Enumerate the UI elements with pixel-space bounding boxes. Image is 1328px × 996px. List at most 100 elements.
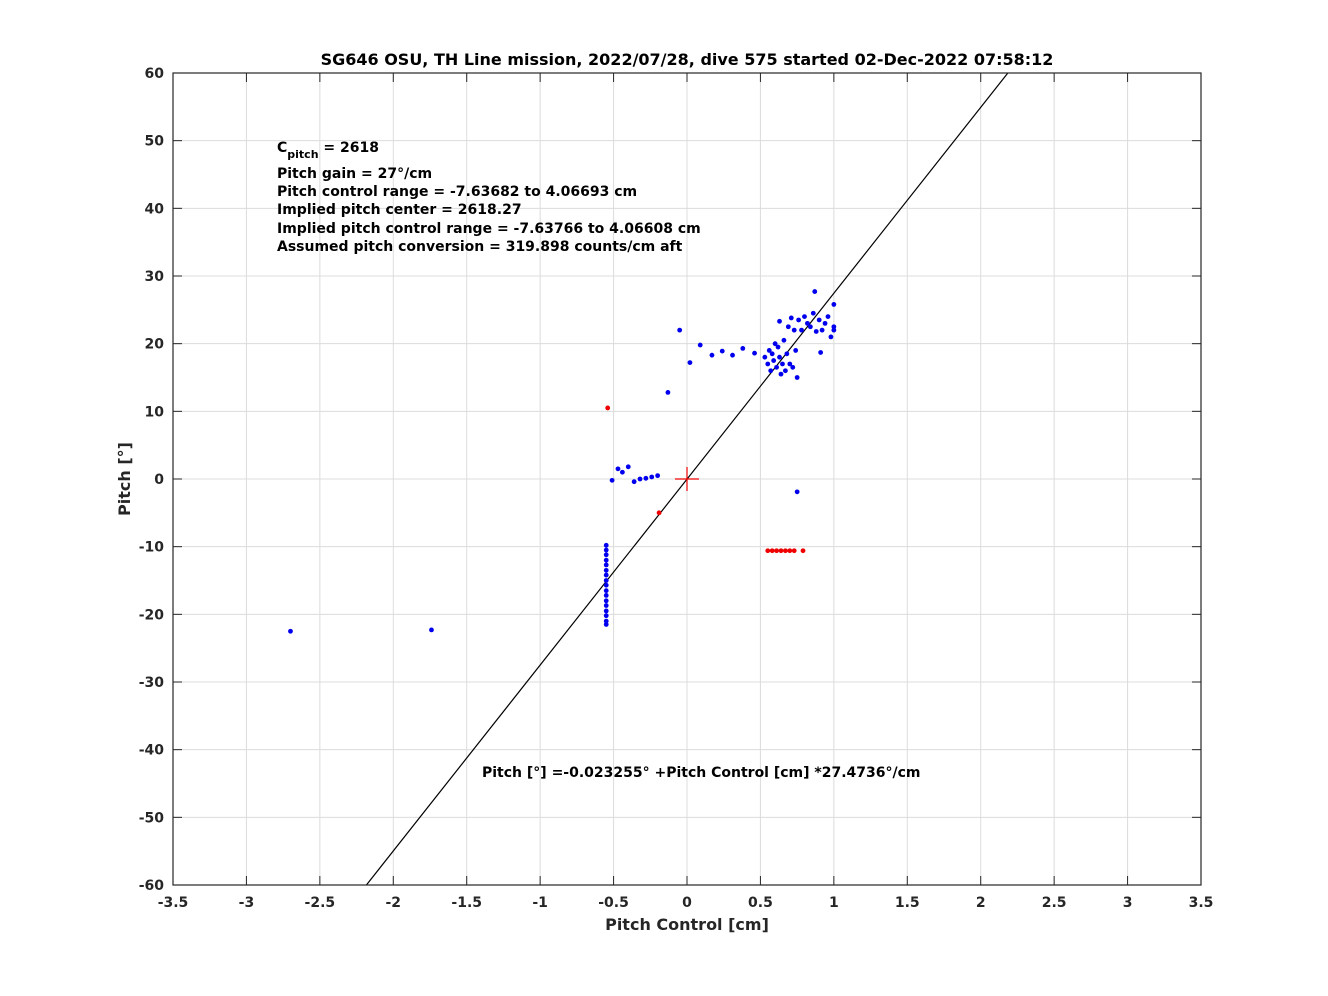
- pitch-conversion-annotation: Assumed pitch conversion = 319.898 count…: [277, 239, 683, 255]
- y-tick-label: 20: [145, 337, 165, 353]
- data-point: [603, 567, 609, 573]
- x-tick-label: 3.5: [1189, 895, 1214, 911]
- data-point: [816, 317, 822, 323]
- x-tick-label: 1: [829, 895, 839, 911]
- center-marker: [675, 467, 699, 491]
- data-point: [805, 320, 810, 326]
- x-tick-label: -2.5: [305, 895, 336, 911]
- pitch-gain-annotation: Pitch gain = 27°/cm: [277, 166, 432, 182]
- annotation-block: Cpitch = 2618 Pitch gain = 27°/cm Pitch …: [277, 140, 701, 255]
- data-point: [831, 302, 837, 307]
- data-point: [603, 582, 609, 588]
- excluded-point: [787, 548, 793, 554]
- data-point: [810, 310, 816, 316]
- x-tick-label: 2: [976, 895, 986, 911]
- data-point: [752, 350, 757, 356]
- data-point: [730, 352, 735, 358]
- data-points: [288, 289, 837, 634]
- data-point: [781, 337, 787, 343]
- x-tick-label: 2.5: [1042, 895, 1067, 911]
- data-point: [603, 608, 609, 614]
- y-tick-label: -60: [139, 878, 165, 894]
- data-point: [766, 348, 772, 353]
- data-point: [777, 354, 782, 360]
- data-point: [765, 361, 771, 367]
- data-point: [762, 354, 768, 360]
- data-point: [802, 314, 807, 319]
- implied-pitch-center-annotation: Implied pitch center = 2618.27: [277, 202, 522, 218]
- data-point: [609, 477, 615, 483]
- data-point: [831, 327, 837, 333]
- data-point: [603, 562, 609, 568]
- x-tick-label: 0.5: [748, 895, 773, 911]
- data-point: [665, 389, 671, 395]
- c-pitch-value: = 2618: [319, 140, 379, 156]
- excluded-point: [656, 510, 662, 516]
- data-point: [822, 320, 828, 326]
- data-point: [709, 352, 715, 358]
- implied-pitch-range-annotation: Implied pitch control range = -7.63766 t…: [277, 221, 701, 237]
- regression-equation: Pitch [°] =-0.023255° +Pitch Control [cm…: [482, 765, 921, 781]
- excluded-point: [605, 405, 611, 411]
- y-tick-label: -30: [139, 675, 165, 691]
- y-tick-label: 30: [145, 269, 165, 285]
- data-point: [603, 603, 609, 608]
- data-point: [603, 618, 609, 624]
- y-tick-label: -40: [139, 743, 165, 759]
- data-point: [603, 547, 609, 553]
- y-tick-label: -20: [139, 607, 165, 623]
- y-tick-label: -10: [139, 540, 165, 556]
- c-pitch-symbol: C: [277, 140, 287, 156]
- data-point: [619, 469, 625, 475]
- data-point: [719, 348, 725, 354]
- data-point: [831, 324, 837, 330]
- data-point: [768, 368, 774, 374]
- data-point: [813, 329, 819, 334]
- c-pitch-subscript: pitch: [287, 148, 318, 161]
- y-axis-label: Pitch [°]: [115, 442, 134, 516]
- data-point: [772, 341, 778, 347]
- x-axis-label: Pitch Control [cm]: [605, 915, 769, 934]
- data-point: [603, 613, 609, 619]
- x-tick-label: -0.5: [598, 895, 629, 911]
- y-tick-label: 10: [145, 404, 165, 420]
- x-tick-label: 0: [682, 895, 692, 911]
- y-tick-labels: 60 50 40 30 20 10 0 -10 -20 -30 -40 -50 -60: [139, 66, 165, 894]
- data-point: [771, 358, 777, 363]
- excluded-point: [769, 548, 775, 554]
- x-tick-label: -3.5: [158, 895, 189, 911]
- data-point: [787, 361, 793, 367]
- excluded-point: [774, 548, 779, 554]
- excluded-point: [800, 548, 806, 554]
- tick-marks: [172, 72, 1202, 886]
- y-tick-label: -50: [139, 810, 165, 826]
- data-point: [793, 348, 799, 353]
- data-point: [603, 578, 609, 583]
- data-point: [778, 371, 784, 377]
- x-tick-label: -2: [386, 895, 402, 911]
- y-tick-label: 60: [145, 66, 165, 82]
- data-point: [825, 314, 831, 319]
- excluded-point: [791, 548, 797, 554]
- data-point: [777, 318, 782, 324]
- data-point: [603, 542, 609, 548]
- x-tick-label: 1.5: [895, 895, 920, 911]
- y-tick-label: 40: [145, 201, 165, 217]
- data-point: [631, 479, 637, 485]
- data-point: [649, 474, 655, 480]
- data-point: [780, 361, 785, 367]
- excluded-point: [782, 548, 788, 554]
- data-point: [818, 350, 824, 355]
- x-tick-label: -1.5: [451, 895, 482, 911]
- data-point: [429, 627, 434, 633]
- excluded-point: [765, 548, 771, 554]
- x-tick-label: -3: [239, 895, 255, 911]
- data-point: [740, 346, 746, 351]
- data-point: [812, 289, 818, 294]
- data-point: [819, 327, 825, 333]
- data-point: [615, 466, 621, 472]
- data-point: [791, 327, 797, 333]
- data-point: [788, 315, 794, 321]
- data-point: [603, 598, 609, 604]
